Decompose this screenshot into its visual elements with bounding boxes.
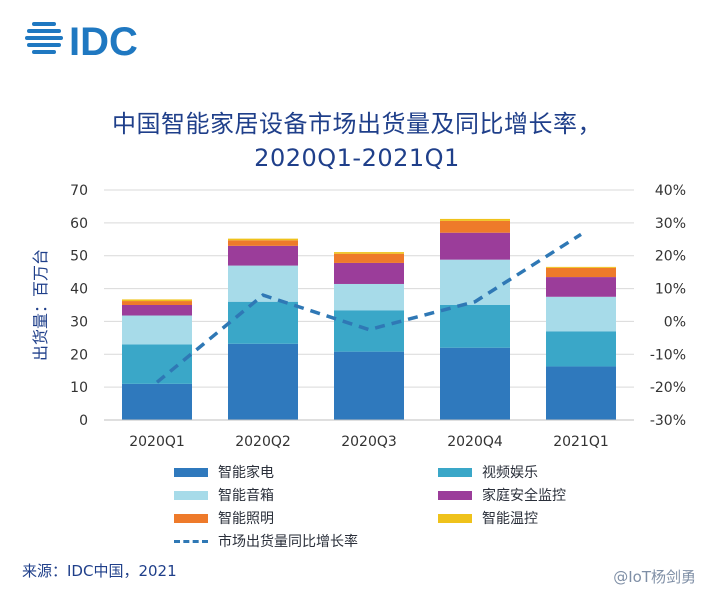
y-tick-label: 40 bbox=[70, 282, 88, 298]
bar-segment bbox=[122, 301, 192, 305]
bar-segment bbox=[228, 240, 298, 246]
bar-segment bbox=[122, 344, 192, 384]
y2-tick-label: -20% bbox=[650, 380, 686, 396]
legend-label: 智能温控 bbox=[482, 511, 538, 527]
legend-label: 市场出货量同比增长率 bbox=[218, 534, 358, 550]
y2-tick-label: -30% bbox=[650, 413, 686, 429]
legend-label: 智能音箱 bbox=[218, 488, 274, 504]
legend-item-video-entertainment: 视频娱乐 bbox=[438, 462, 538, 482]
x-tick-label: 2021Q1 bbox=[553, 434, 609, 450]
logo-text: IDC bbox=[69, 20, 138, 64]
bar-segment bbox=[334, 351, 404, 420]
bar-segment bbox=[122, 315, 192, 345]
bar-segment bbox=[440, 220, 510, 233]
x-tick-label: 2020Q1 bbox=[129, 434, 185, 450]
bar-segment bbox=[228, 245, 298, 266]
bar-segment bbox=[334, 310, 404, 352]
legend-item-growth-rate: 市场出货量同比增长率 bbox=[174, 531, 358, 551]
y-tick-label: 30 bbox=[70, 314, 88, 330]
bar-segment bbox=[546, 266, 616, 268]
bar-segment bbox=[546, 277, 616, 297]
bar-segment bbox=[440, 232, 510, 260]
bar-segment bbox=[546, 296, 616, 332]
y-tick-label: 0 bbox=[79, 413, 88, 429]
watermark: @IoT杨剑勇 bbox=[613, 568, 696, 586]
y-tick-label: 20 bbox=[70, 347, 88, 363]
bar-segment bbox=[334, 262, 404, 284]
x-tick-label: 2020Q4 bbox=[447, 434, 503, 450]
chart: 0 10 20 30 40 50 60 70 -30% -20% -10% 0% 10% 20% 30% 40… bbox=[31, 183, 686, 450]
bar-segment bbox=[440, 218, 510, 221]
y2-tick-label: 0% bbox=[664, 314, 686, 330]
bar-segment bbox=[334, 253, 404, 263]
y-tick-label: 70 bbox=[70, 183, 88, 199]
legend-label: 视频娱乐 bbox=[482, 465, 538, 481]
bar-segment bbox=[440, 347, 510, 420]
legend-item-smart-temp: 智能温控 bbox=[438, 508, 538, 528]
bar-segment bbox=[334, 252, 404, 254]
y-axis-label: 出货量：百万台 bbox=[31, 249, 50, 361]
y-tick-label: 50 bbox=[70, 249, 88, 265]
legend-label: 智能照明 bbox=[218, 511, 274, 527]
legend-item-smart-appliance: 智能家电 bbox=[174, 462, 274, 482]
idc-logo: IDC bbox=[22, 14, 172, 68]
legend-item-smart-lighting: 智能照明 bbox=[174, 508, 274, 528]
legend-item-smart-speaker: 智能音箱 bbox=[174, 485, 274, 505]
bar-segment bbox=[122, 383, 192, 420]
legend: 智能家电 视频娱乐 智能音箱 家庭安全监控 智能照明 智能温控 市场出货量同比增… bbox=[174, 462, 614, 558]
legend-label: 家庭安全监控 bbox=[482, 488, 566, 504]
y2-tick-label: 20% bbox=[655, 249, 686, 265]
bar-segment bbox=[334, 283, 404, 311]
y2-tick-label: 30% bbox=[655, 216, 686, 232]
globe-icon bbox=[25, 22, 63, 54]
y2-tick-label: 10% bbox=[655, 282, 686, 298]
source-note: 来源：IDC中国，2021 bbox=[22, 562, 177, 580]
legend-label: 智能家电 bbox=[218, 465, 274, 481]
y2-tick-label: -10% bbox=[650, 347, 686, 363]
y-tick-label: 10 bbox=[70, 380, 88, 396]
y-tick-label: 60 bbox=[70, 216, 88, 232]
legend-item-home-security: 家庭安全监控 bbox=[438, 485, 566, 505]
chart-subtitle: 2020Q1-2021Q1 bbox=[254, 144, 460, 172]
growth-rate-line bbox=[155, 232, 582, 384]
bar-segment bbox=[122, 305, 192, 316]
bar-segment bbox=[228, 301, 298, 344]
bar-segment bbox=[546, 267, 616, 278]
bar-segment bbox=[228, 238, 298, 241]
bar-segment bbox=[440, 305, 510, 348]
bar-segment bbox=[546, 366, 616, 420]
bar-segment bbox=[440, 259, 510, 305]
x-tick-label: 2020Q2 bbox=[235, 434, 291, 450]
bar-segment bbox=[546, 331, 616, 367]
bar-segment bbox=[122, 299, 192, 302]
chart-title: 中国智能家居设备市场出货量及同比增长率， bbox=[112, 110, 602, 138]
x-tick-label: 2020Q3 bbox=[341, 434, 397, 450]
bar-segment bbox=[228, 343, 298, 420]
y2-tick-label: 40% bbox=[655, 183, 686, 199]
